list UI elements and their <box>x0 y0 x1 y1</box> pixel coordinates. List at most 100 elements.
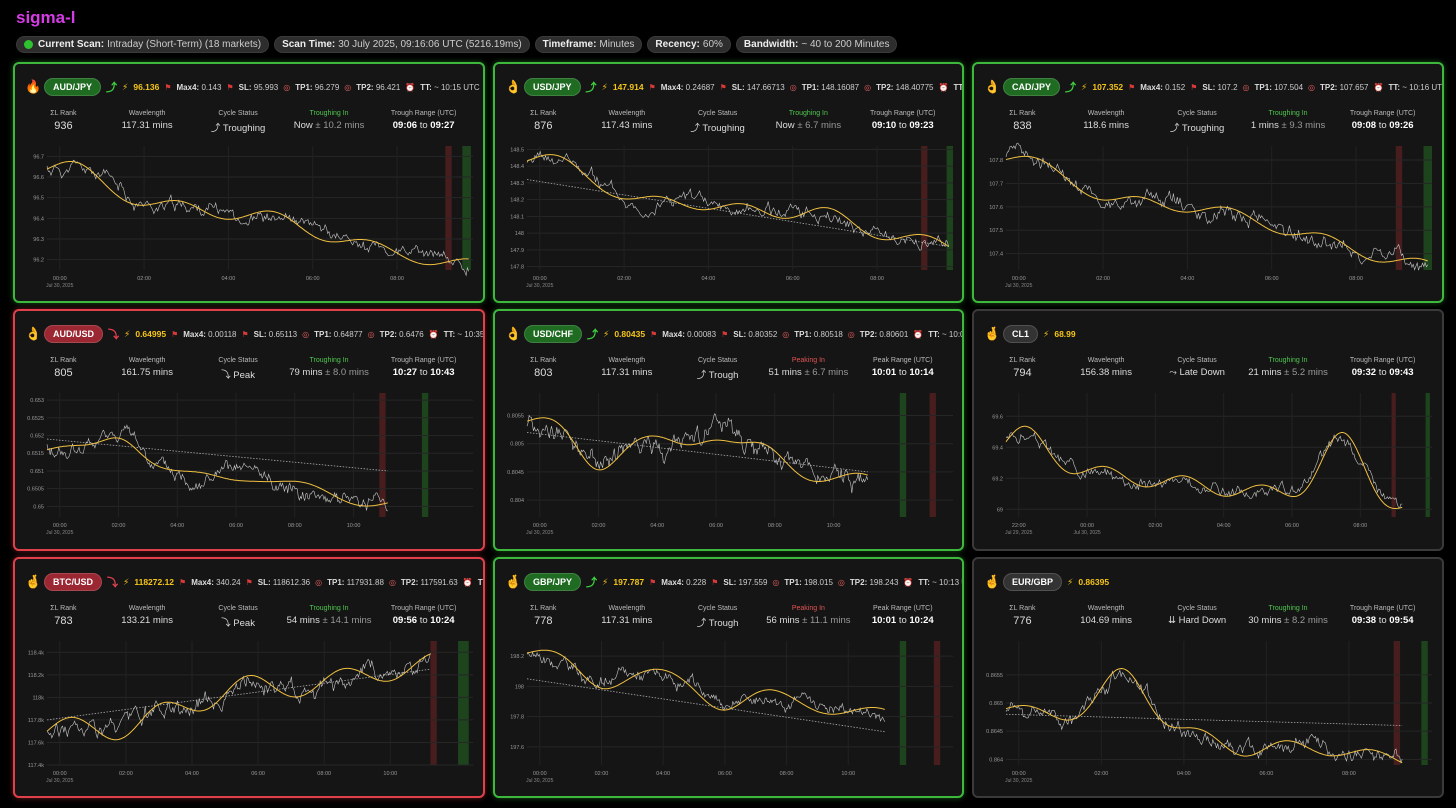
wavelength-value: 117.43 mins <box>601 120 653 131</box>
tp1-group: TP1: 107.504 <box>1255 83 1304 92</box>
cycle-status-stat: Cycle Status ⤴ Trough <box>674 357 761 381</box>
y-tick-label: 148 <box>515 231 524 237</box>
cycle-status-value: ⤳ Late Down <box>1169 367 1225 378</box>
x-tick-label: 22:00 <box>1012 523 1026 529</box>
market-card[interactable]: 🤞 GBP/JPY ⤴ ⚡ 197.787 ⚑ Max4: 0.228 ⚑ SL: 197.55… <box>493 557 964 798</box>
market-card[interactable]: 👌 AUD/USD ⤵ ⚡ 0.64995 ⚑ Max4: 0.00118 ⚑ SL: 0.65… <box>13 309 485 551</box>
flag-icon: ⚑ <box>179 577 187 587</box>
current-price: 96.136 <box>133 82 160 92</box>
market-card[interactable]: 👌 CAD/JPY ⤴ ⚡ 107.352 ⚑ Max4: 0.152 ⚑ SL: 107.2 ◎… <box>972 62 1444 303</box>
max4-group: Max4: 0.143 <box>177 83 222 92</box>
current-price: 197.787 <box>613 577 645 587</box>
trend-up-arrow-icon: ⤴ <box>585 82 597 94</box>
rank-label: ΣL Rank <box>50 605 77 612</box>
x-tick-label: 06:00 <box>229 523 243 529</box>
timing-label: Troughing In <box>1268 605 1308 612</box>
tp2-label: TP2: <box>1320 82 1338 92</box>
x-tick-label: 06:00 <box>1285 523 1299 529</box>
tp2-group: TP2: 0.80601 <box>860 330 909 339</box>
cycle-status-value: ⤴ Troughing <box>690 123 745 134</box>
symbol-badge[interactable]: AUD/USD <box>44 325 104 343</box>
range-label: Peak Range (UTC) <box>873 357 933 364</box>
symbol-badge[interactable]: USD/CHF <box>524 325 582 343</box>
trend-line <box>1005 713 1403 726</box>
x-tick-label: 06:00 <box>718 771 732 777</box>
x-tick-label: 00:00 <box>1080 523 1094 529</box>
symbol-badge[interactable]: AUD/JPY <box>44 78 102 96</box>
bandwidth-pill[interactable]: Bandwidth: ~ 40 to 200 Minutes <box>735 36 898 53</box>
y-tick-label: 0.8045 <box>507 470 524 476</box>
tp1-value: 0.64877 <box>333 329 363 339</box>
y-tick-label: 0.804 <box>510 498 524 504</box>
x-tick-label: 02:00 <box>1149 523 1163 529</box>
x-tick-label: 04:00 <box>650 523 664 529</box>
timing-label: Troughing In <box>1268 110 1308 117</box>
y-tick-label: 0.6505 <box>27 487 44 493</box>
current-scan-pill[interactable]: Current Scan: Intraday (Short-Term) (18 m… <box>16 36 270 53</box>
rank-stat: ΣL Rank 776 <box>986 605 1059 627</box>
cycle-status-label: Cycle Status <box>218 605 258 612</box>
range-label: Trough Range (UTC) <box>1349 605 1416 612</box>
price-series-line <box>46 424 388 512</box>
symbol-badge[interactable]: USD/JPY <box>524 78 581 96</box>
timing-label: Troughing In <box>309 110 349 117</box>
timing-value: Now ± 6.7 mins <box>761 120 855 131</box>
x-tick-label: 02:00 <box>592 523 606 529</box>
symbol-badge[interactable]: BTC/USD <box>44 573 102 591</box>
rank-label: ΣL Rank <box>1009 357 1036 364</box>
max4-label: Max4: <box>662 329 685 339</box>
tp2-group: TP2: 117591.63 <box>401 578 458 587</box>
range-label: Trough Range (UTC) <box>1349 357 1416 364</box>
range-stat: Peak Range (UTC) 10:01 to 10:14 <box>856 357 950 381</box>
symbol-badge[interactable]: EUR/GBP <box>1003 573 1063 591</box>
cycle-series-line <box>46 161 469 266</box>
tp2-label: TP2: <box>356 82 374 92</box>
sl-label: SL: <box>257 577 271 587</box>
target-icon: ◎ <box>789 82 797 92</box>
peak-zone-band <box>1391 393 1396 517</box>
rank-label: ΣL Rank <box>1009 110 1036 117</box>
tt-value: ~ 10:07 UTC <box>942 329 962 339</box>
tt-label: TT: <box>477 577 483 587</box>
cycle-status-value: ⤵ Peak <box>221 618 255 629</box>
max4-label: Max4: <box>183 329 206 339</box>
timeframe-pill[interactable]: Timeframe: Minutes <box>534 36 643 53</box>
signal-emoji-icon: 🔥 <box>25 79 42 94</box>
x-tick-label: 02:00 <box>617 276 631 282</box>
flag-icon: ⚑ <box>171 329 179 339</box>
timing-value: 54 mins ± 14.1 mins <box>282 615 377 626</box>
range-from: 09:08 <box>1351 120 1377 131</box>
trend-up-arrow-icon: ⤴ <box>106 82 118 94</box>
price-series-line <box>1005 431 1403 509</box>
market-card[interactable]: 👌 USD/JPY ⤴ ⚡ 147.914 ⚑ Max4: 0.24687 ⚑ SL: 147.… <box>493 62 964 303</box>
market-card[interactable]: 👌 USD/CHF ⤴ ⚡ 0.80435 ⚑ Max4: 0.00083 ⚑ SL: 0.80… <box>493 309 964 551</box>
wavelength-label: Wavelength <box>1087 605 1125 612</box>
recency-pill[interactable]: Recency: 60% <box>647 36 731 53</box>
target-icon: ◎ <box>344 82 352 92</box>
symbol-badge[interactable]: CAD/JPY <box>1003 78 1061 96</box>
wavelength-label: Wavelength <box>608 605 646 612</box>
alarm-clock-icon: ⏰ <box>462 577 473 587</box>
symbol-badge[interactable]: CL1 <box>1003 325 1039 343</box>
market-card[interactable]: 🤞 CL1 ⚡ 68.99 ΣL Rank 794 Wavelength 156.38 min… <box>972 309 1444 551</box>
y-tick-label: 0.651 <box>30 469 44 475</box>
tp1-label: TP1: <box>295 82 313 92</box>
range-stat: Trough Range (UTC) 09:56 to 10:24 <box>376 605 471 629</box>
trough-zone-band <box>899 393 907 517</box>
max4-value: 0.143 <box>201 82 222 92</box>
wavelength-value: 117.31 mins <box>601 615 653 626</box>
x-tick-label: 06:00 <box>709 523 723 529</box>
x-tick-label: 08:00 <box>1353 523 1367 529</box>
timing-stat: Troughing In 1 mins ± 9.3 mins <box>1241 110 1336 134</box>
wavelength-stat: Wavelength 117.31 mins <box>100 110 195 134</box>
market-card[interactable]: 🤞 BTC/USD ⤵ ⚡ 118272.12 ⚑ Max4: 340.24 ⚑ SL: 118… <box>13 557 485 798</box>
x-tick-label: 04:00 <box>1217 523 1231 529</box>
timing-uncertainty: ± 6.7 mins <box>804 367 849 378</box>
symbol-badge[interactable]: GBP/JPY <box>524 573 582 591</box>
wavelength-stat: Wavelength 104.69 mins <box>1059 605 1154 627</box>
market-card[interactable]: 🔥 AUD/JPY ⤴ ⚡ 96.136 ⚑ Max4: 0.143 ⚑ SL: 95.993 ◎… <box>13 62 485 303</box>
market-card[interactable]: 🤞 EUR/GBP ⚡ 0.86395 ΣL Rank 776 Wavelength 104.… <box>972 557 1444 798</box>
trough-zone-band <box>462 146 471 270</box>
max4-label: Max4: <box>191 577 214 587</box>
